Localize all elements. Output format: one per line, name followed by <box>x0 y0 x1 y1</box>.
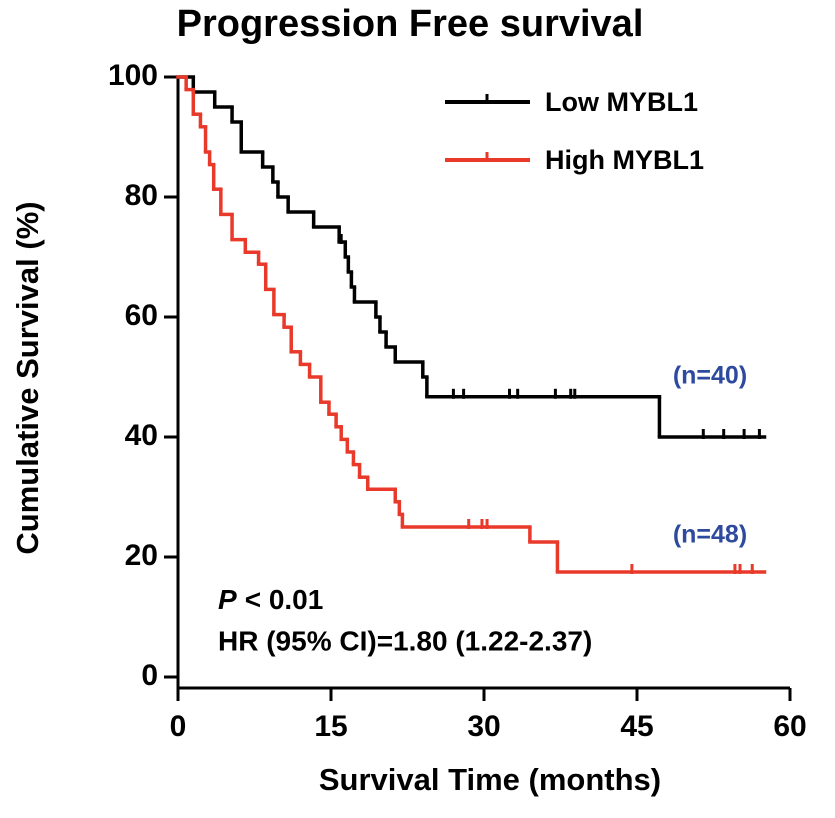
y-tick-label: 20 <box>125 539 158 572</box>
x-tick-label: 0 <box>170 710 187 743</box>
y-tick-label: 0 <box>141 659 158 692</box>
y-axis-label: Cumulative Survival (%) <box>10 201 45 554</box>
x-tick-label: 45 <box>620 710 653 743</box>
n-label: (n=40) <box>673 362 747 390</box>
legend-label: Low MYBL1 <box>545 87 698 117</box>
y-tick-label: 100 <box>108 59 158 92</box>
p-text: < 0.01 <box>245 584 324 615</box>
p-value: P < 0.01 <box>218 584 323 615</box>
x-tick-label: 30 <box>467 710 500 743</box>
n-label: (n=48) <box>673 521 747 549</box>
y-tick-label: 60 <box>125 299 158 332</box>
y-tick-label: 80 <box>125 179 158 212</box>
x-axis-label: Survival Time (months) <box>319 762 661 797</box>
y-tick-label: 40 <box>125 419 158 452</box>
chart-title: Progression Free survival <box>177 3 644 45</box>
x-tick-label: 60 <box>773 710 806 743</box>
legend-label: High MYBL1 <box>545 145 704 175</box>
x-tick-label: 15 <box>314 710 347 743</box>
p-symbol: P <box>218 584 237 615</box>
hazard-ratio: HR (95% CI)=1.80 (1.22-2.37) <box>218 625 592 656</box>
